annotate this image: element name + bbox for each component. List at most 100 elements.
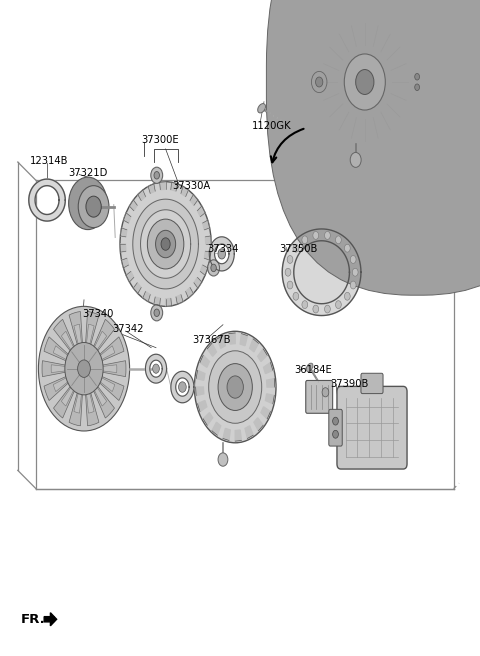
Wedge shape [84,324,94,369]
Circle shape [38,306,130,431]
Circle shape [302,236,308,244]
Polygon shape [203,220,210,230]
Polygon shape [120,228,127,237]
Ellipse shape [258,104,265,113]
Circle shape [208,260,219,276]
Text: 37300E: 37300E [142,135,179,146]
FancyBboxPatch shape [361,373,383,394]
Polygon shape [160,182,166,190]
Wedge shape [84,346,115,369]
Circle shape [120,182,211,306]
FancyBboxPatch shape [337,0,365,22]
Circle shape [78,186,109,228]
Wedge shape [61,369,84,406]
Wedge shape [84,337,124,369]
Polygon shape [266,379,275,387]
Wedge shape [53,346,84,369]
Circle shape [356,70,374,94]
Polygon shape [186,287,193,298]
Circle shape [415,73,420,80]
Circle shape [333,430,338,438]
Text: 36184E: 36184E [294,365,332,375]
Circle shape [218,249,226,259]
Polygon shape [261,407,270,419]
Wedge shape [84,331,107,369]
Circle shape [350,152,361,167]
Circle shape [147,219,184,269]
FancyBboxPatch shape [266,0,480,295]
Circle shape [194,331,276,443]
Polygon shape [143,291,150,302]
Polygon shape [223,428,230,440]
Text: 37367B: 37367B [192,335,231,345]
Polygon shape [148,184,155,194]
Wedge shape [84,365,117,373]
Wedge shape [84,369,99,426]
Polygon shape [200,356,209,367]
Polygon shape [171,371,194,403]
Wedge shape [44,337,84,369]
Circle shape [218,453,228,466]
FancyBboxPatch shape [329,409,342,446]
Wedge shape [54,319,84,369]
Wedge shape [84,319,114,369]
Circle shape [336,300,341,308]
Text: 37342: 37342 [112,323,144,334]
Polygon shape [282,229,361,316]
Text: 1120GK: 1120GK [252,121,292,131]
Polygon shape [196,387,204,396]
Text: 37350B: 37350B [279,243,318,254]
Polygon shape [235,430,241,441]
Circle shape [415,84,420,91]
Wedge shape [84,369,94,413]
Circle shape [317,16,413,148]
Circle shape [151,167,163,184]
Polygon shape [123,213,131,223]
Wedge shape [84,312,99,369]
Circle shape [313,305,319,313]
Polygon shape [229,333,235,344]
Circle shape [293,293,299,300]
Circle shape [293,244,299,252]
Polygon shape [264,363,273,374]
Circle shape [227,376,243,398]
Polygon shape [154,297,160,306]
Circle shape [312,72,327,92]
Wedge shape [84,369,115,392]
Circle shape [287,256,293,264]
FancyBboxPatch shape [306,380,333,413]
Ellipse shape [306,363,313,371]
Wedge shape [74,324,84,369]
Text: 37330A: 37330A [172,180,210,191]
Text: 37321D: 37321D [69,168,108,178]
Wedge shape [74,369,84,413]
Circle shape [344,54,385,110]
Circle shape [324,232,330,239]
Polygon shape [126,272,134,282]
Wedge shape [84,369,107,406]
Polygon shape [205,236,211,244]
Circle shape [313,232,319,239]
Circle shape [352,268,358,276]
Wedge shape [84,361,126,377]
Wedge shape [53,369,84,392]
Polygon shape [197,206,205,216]
Circle shape [153,364,159,373]
Circle shape [151,304,163,321]
Circle shape [315,77,323,87]
Wedge shape [44,369,84,401]
Text: 12314B: 12314B [30,155,68,166]
Text: 37334: 37334 [207,243,239,254]
Polygon shape [120,244,126,252]
Circle shape [287,281,293,289]
Wedge shape [61,331,84,369]
Circle shape [69,177,107,230]
Circle shape [302,300,308,308]
Wedge shape [84,369,114,418]
Text: 37340: 37340 [83,309,114,319]
Wedge shape [54,369,84,418]
Polygon shape [258,349,267,361]
Circle shape [336,236,341,244]
Polygon shape [171,182,178,191]
Polygon shape [265,394,274,403]
